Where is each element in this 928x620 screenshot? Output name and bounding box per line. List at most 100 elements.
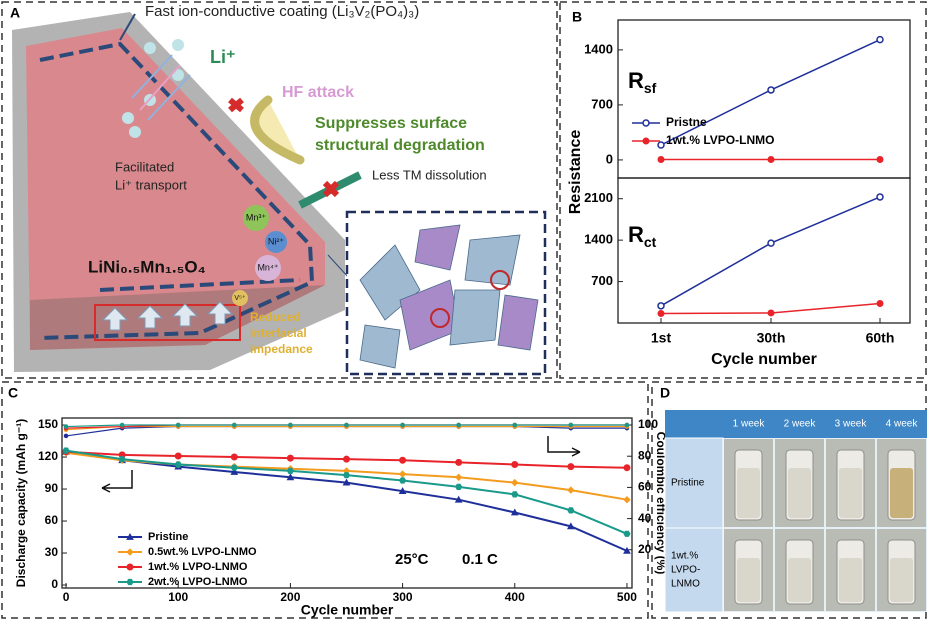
point bbox=[176, 423, 180, 427]
ion-label: Mn⁴⁺ bbox=[257, 262, 278, 272]
y-tick-label: 1400 bbox=[584, 41, 613, 56]
ion-label: V⁵⁺ bbox=[234, 295, 246, 302]
y-tick-label: 30 bbox=[45, 545, 59, 559]
y2-tick-label: 40 bbox=[638, 511, 652, 525]
point bbox=[624, 465, 630, 471]
vial-liquid bbox=[737, 468, 760, 518]
vial-liquid bbox=[839, 468, 862, 518]
panel-label: B bbox=[572, 9, 582, 25]
point bbox=[127, 549, 133, 555]
point bbox=[231, 465, 237, 470]
point bbox=[343, 456, 349, 462]
point bbox=[658, 303, 664, 309]
point bbox=[643, 120, 649, 126]
label-main: R bbox=[628, 68, 644, 93]
x-tick-label: 30th bbox=[757, 330, 786, 346]
point bbox=[63, 448, 69, 453]
left-arrow bbox=[102, 470, 132, 492]
legend-label: 1wt.% LVPO-LNMO bbox=[148, 561, 248, 573]
octahedron bbox=[465, 235, 520, 285]
y2-tick-label: 20 bbox=[638, 542, 652, 556]
x-tick-label: 0 bbox=[63, 590, 70, 604]
point bbox=[569, 423, 573, 427]
block-x bbox=[230, 100, 242, 110]
point bbox=[456, 474, 462, 480]
y-tick-label: 700 bbox=[591, 96, 613, 111]
row-label: LNMO bbox=[671, 579, 700, 590]
li-sphere bbox=[129, 126, 141, 138]
point bbox=[127, 564, 133, 570]
point bbox=[231, 454, 237, 460]
point bbox=[512, 480, 518, 486]
point bbox=[456, 484, 462, 489]
point bbox=[120, 423, 124, 427]
point bbox=[877, 37, 883, 43]
panel-label: C bbox=[8, 385, 18, 401]
ion-label: Ni²⁺ bbox=[268, 236, 284, 246]
suppress-label: structural degradation bbox=[315, 137, 485, 154]
point bbox=[658, 311, 664, 317]
legend-label: 0.5wt.% LVPO-LNMO bbox=[148, 546, 257, 558]
impedance-label: Reduced bbox=[250, 310, 301, 324]
right-arrow bbox=[548, 436, 580, 456]
point bbox=[658, 142, 664, 148]
octahedron bbox=[450, 290, 500, 345]
column-header: 1 week bbox=[733, 419, 766, 430]
li-sphere bbox=[172, 39, 184, 51]
point bbox=[877, 157, 883, 163]
point bbox=[877, 300, 883, 306]
y2-tick-label: 60 bbox=[638, 480, 652, 494]
panel-label: D bbox=[660, 385, 670, 401]
point bbox=[289, 423, 293, 427]
legend-label: 2wt.% LVPO-LNMO bbox=[148, 576, 248, 588]
suppress-label: Suppresses surface bbox=[315, 115, 467, 132]
legend-label: Pristine bbox=[148, 531, 188, 543]
block-x bbox=[325, 183, 337, 195]
vial-liquid bbox=[839, 558, 862, 602]
row-label: 1wt.% bbox=[671, 551, 698, 562]
tm-label: Less TM dissolution bbox=[372, 167, 487, 182]
point bbox=[457, 423, 461, 427]
y-tick-label: 90 bbox=[45, 481, 59, 495]
point bbox=[768, 310, 774, 316]
point bbox=[624, 497, 630, 503]
transport-label: Facilitated bbox=[115, 159, 174, 174]
vial-liquid bbox=[890, 558, 913, 602]
point bbox=[64, 425, 68, 429]
plot-frame bbox=[618, 20, 910, 178]
impedance-label: interfacial bbox=[250, 326, 307, 340]
li-sphere bbox=[122, 112, 134, 124]
vial-liquid bbox=[890, 468, 913, 518]
annotation: 0.1 C bbox=[462, 551, 498, 568]
panel-label: A bbox=[10, 5, 20, 21]
point bbox=[401, 423, 405, 427]
y2-tick-label: 100 bbox=[638, 417, 658, 431]
point bbox=[175, 462, 181, 467]
x-tick-label: 400 bbox=[505, 590, 525, 604]
label-main: R bbox=[628, 222, 644, 247]
column-header: 3 week bbox=[835, 419, 868, 430]
point bbox=[768, 87, 774, 93]
y-axis-label: Resistance bbox=[567, 130, 584, 215]
impedance-label: impedance bbox=[250, 342, 313, 356]
label-sub: sf bbox=[644, 80, 657, 96]
point bbox=[400, 471, 406, 477]
y-tick-label: 150 bbox=[38, 417, 58, 431]
transport-label: Li⁺ transport bbox=[115, 177, 187, 192]
point bbox=[624, 531, 630, 536]
y2-tick-label: 80 bbox=[638, 448, 652, 462]
hf-label: HF attack bbox=[282, 84, 354, 101]
point bbox=[513, 423, 517, 427]
y-axis-label: Discharge capacity (mAh g⁻¹) bbox=[14, 419, 28, 587]
curve-label: Rct bbox=[628, 222, 657, 250]
li-label: Li⁺ bbox=[210, 47, 236, 67]
coating-label: Fast ion-conductive coating (Li₃V₂(PO₄)₃… bbox=[145, 3, 419, 20]
ion-label: Mn³⁺ bbox=[246, 212, 266, 222]
y-tick-label: 2100 bbox=[584, 190, 613, 205]
curve-label: Rsf bbox=[628, 68, 657, 96]
point bbox=[343, 473, 349, 478]
vial-liquid bbox=[788, 558, 811, 602]
x-tick-label: 60th bbox=[866, 330, 895, 346]
x-axis-label: Cycle number bbox=[711, 351, 817, 368]
point bbox=[877, 194, 883, 200]
